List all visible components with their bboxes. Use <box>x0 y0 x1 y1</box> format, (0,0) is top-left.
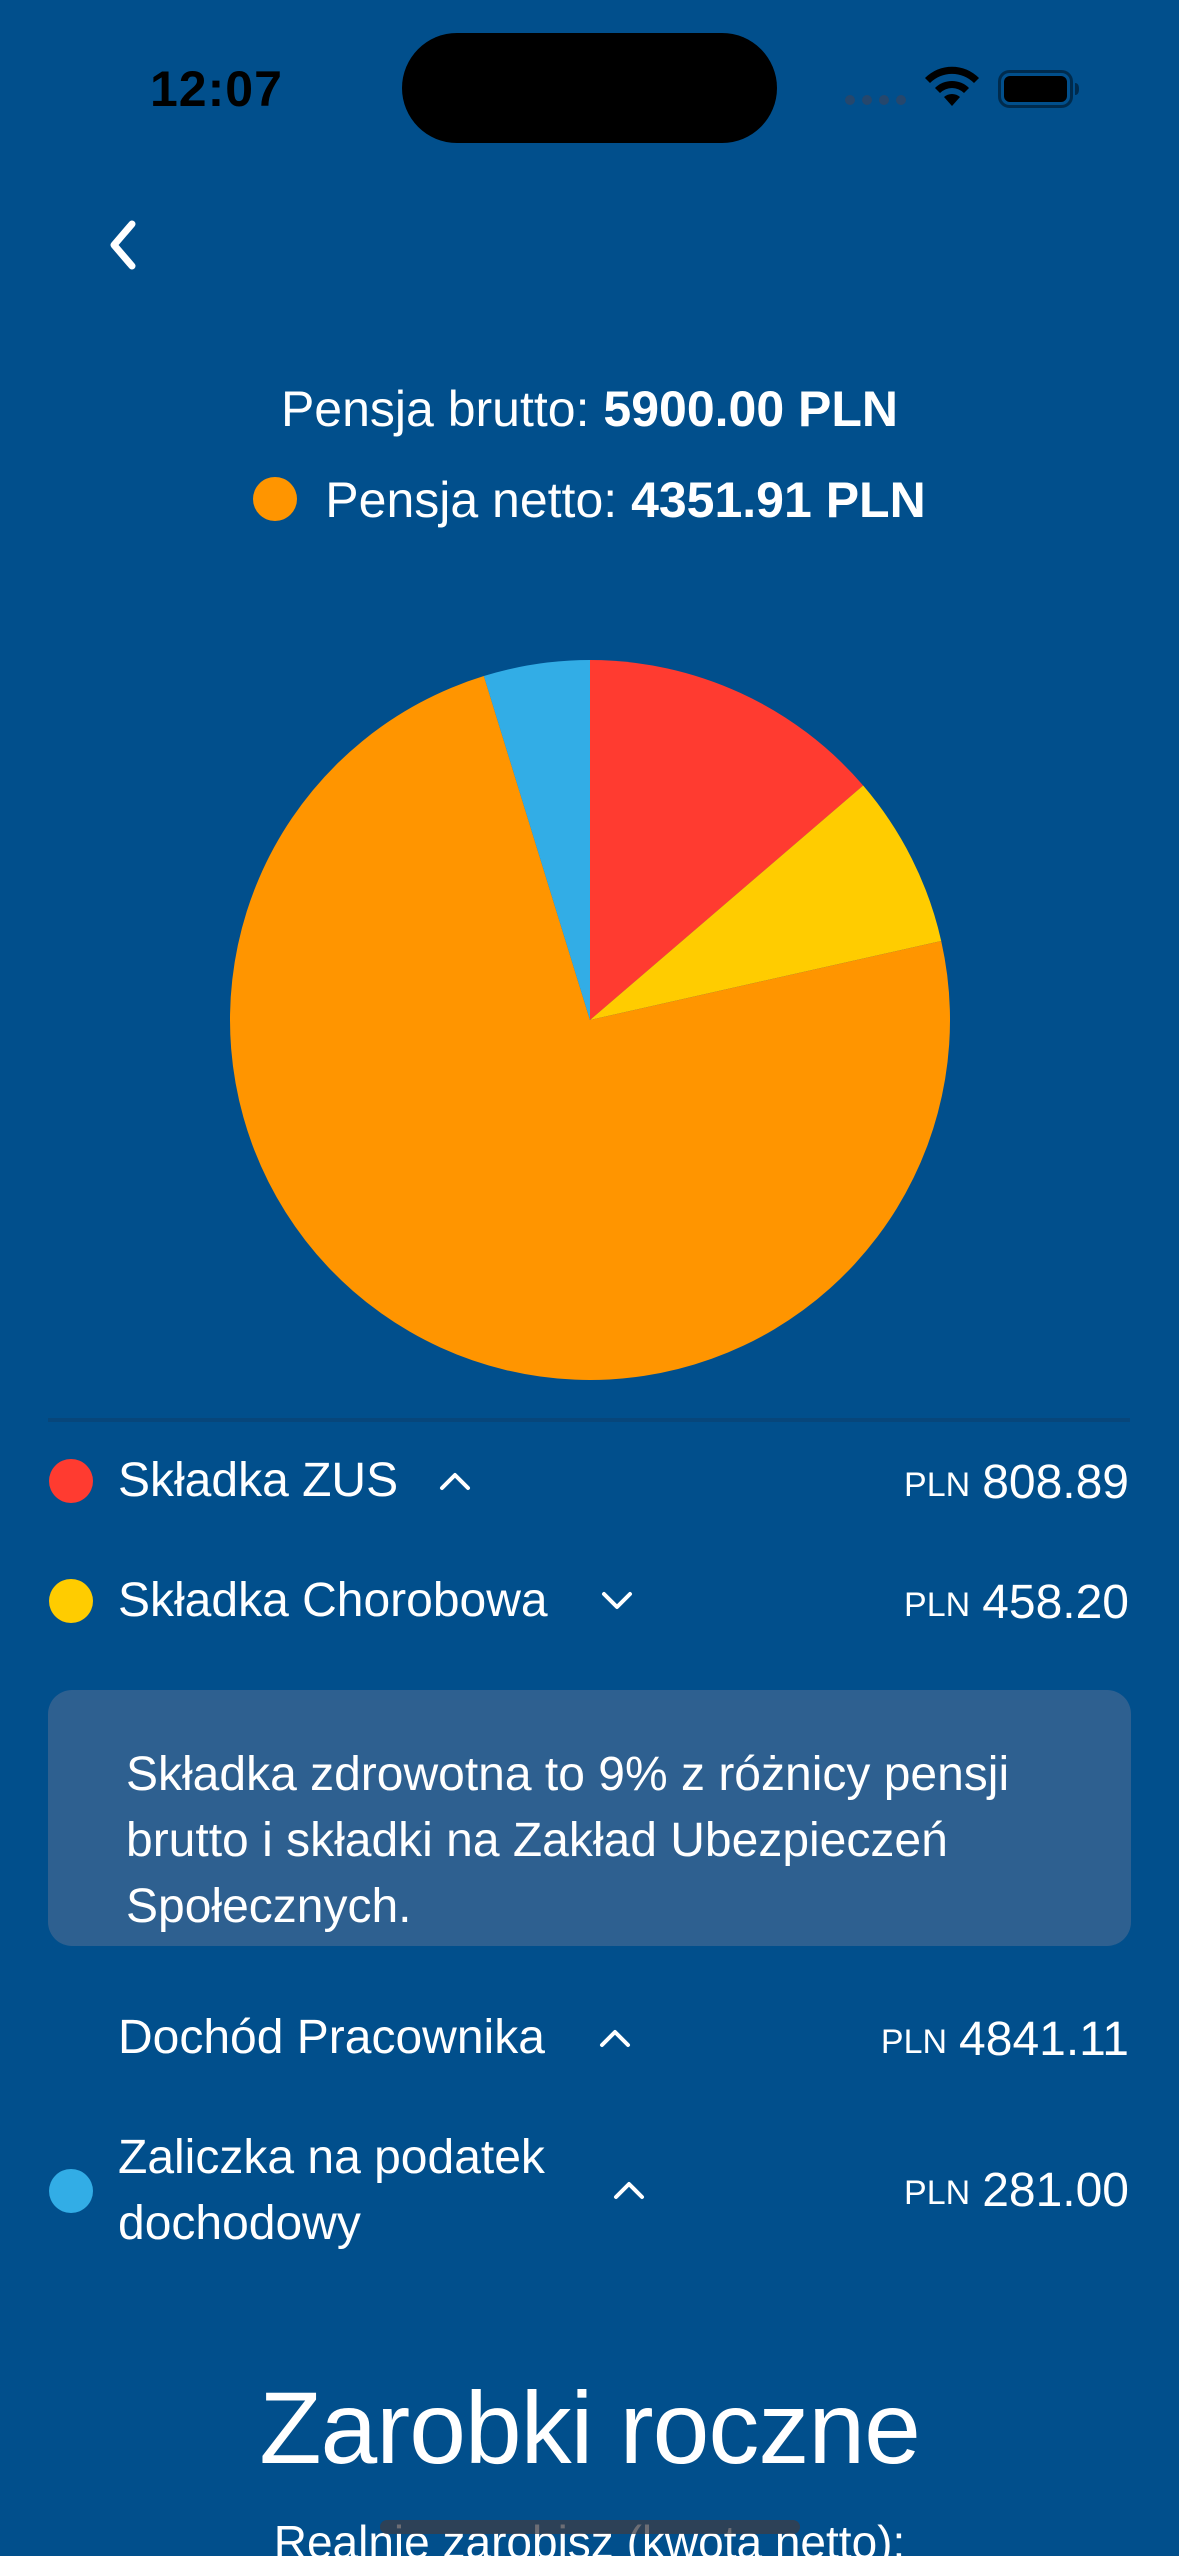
net-salary-value: 4351.91 PLN <box>631 472 926 528</box>
income-tax-currency: PLN <box>904 2174 971 2212</box>
chevron-up-icon[interactable] <box>612 2179 646 2201</box>
breakdown-row-sickness[interactable]: Składka Chorobowa PLN 458.20 <box>0 1568 1179 1634</box>
gross-salary-value: 5900.00 PLN <box>603 381 899 437</box>
sickness-currency: PLN <box>904 1586 971 1624</box>
zus-color-dot <box>49 1459 93 1503</box>
home-indicator[interactable] <box>380 2520 800 2534</box>
annual-earnings-title: Zarobki roczne <box>259 2371 921 2485</box>
salary-pie-chart <box>230 660 950 1380</box>
status-bar: 12:07 <box>0 0 1179 160</box>
wifi-icon <box>925 66 979 106</box>
employee-income-label: Dochód Pracownika <box>118 2011 545 2064</box>
breakdown-row-employee-income[interactable]: Dochód Pracownika PLN 4841.11 <box>0 2005 1179 2071</box>
gross-salary-label: Pensja brutto: <box>280 381 590 437</box>
sickness-label: Składka Chorobowa <box>118 1574 548 1627</box>
battery-icon <box>998 70 1079 108</box>
cellular-signal-icon <box>845 95 907 105</box>
chevron-up-icon[interactable] <box>598 2027 632 2049</box>
net-salary-color-dot <box>253 477 298 521</box>
income-tax-label: Zaliczka na podatek dochodowy <box>118 2131 545 2250</box>
income-tax-amount: PLN 281.00 <box>904 2163 1129 2218</box>
zus-value: 808.89 <box>982 1456 1129 1509</box>
divider <box>48 1418 1130 1422</box>
employee-income-value: 4841.11 <box>959 2013 1129 2066</box>
net-salary-label: Pensja netto: <box>325 472 618 528</box>
status-time: 12:07 <box>150 61 283 117</box>
pie-slice-1 <box>590 660 864 1020</box>
pie-slice-3 <box>230 675 950 1380</box>
income-tax-color-dot <box>49 2169 93 2213</box>
dynamic-island <box>402 33 777 143</box>
zus-label: Składka ZUS <box>118 1454 399 1507</box>
back-chevron-icon[interactable] <box>96 210 156 280</box>
sickness-color-dot <box>49 1579 93 1623</box>
pie-slice-4 <box>483 660 590 1020</box>
chevron-down-icon[interactable] <box>600 1590 634 1612</box>
sickness-value: 458.20 <box>982 1576 1129 1629</box>
breakdown-row-zus[interactable]: Składka ZUS PLN 808.89 <box>0 1448 1179 1514</box>
chevron-up-icon[interactable] <box>438 1470 472 1492</box>
zus-amount: PLN 808.89 <box>904 1455 1129 1510</box>
breakdown-row-income-tax[interactable]: Zaliczka na podatek dochodowy PLN 281.00 <box>0 2125 1179 2257</box>
employee-income-currency: PLN <box>880 2023 948 2061</box>
employee-income-amount: PLN 4841.11 <box>881 2012 1129 2067</box>
health-contribution-info: Składka zdrowotna to 9% z różnicy pensji… <box>48 1690 1131 1946</box>
gross-salary-line: Pensja brutto: 5900.00 PLN <box>0 380 1179 438</box>
income-tax-value: 281.00 <box>982 2164 1129 2217</box>
zus-currency: PLN <box>904 1466 971 1504</box>
net-salary-line: Pensja netto: 4351.91 PLN <box>0 471 1179 529</box>
sickness-amount: PLN 458.20 <box>904 1575 1129 1630</box>
pie-slice-2 <box>590 785 942 1020</box>
